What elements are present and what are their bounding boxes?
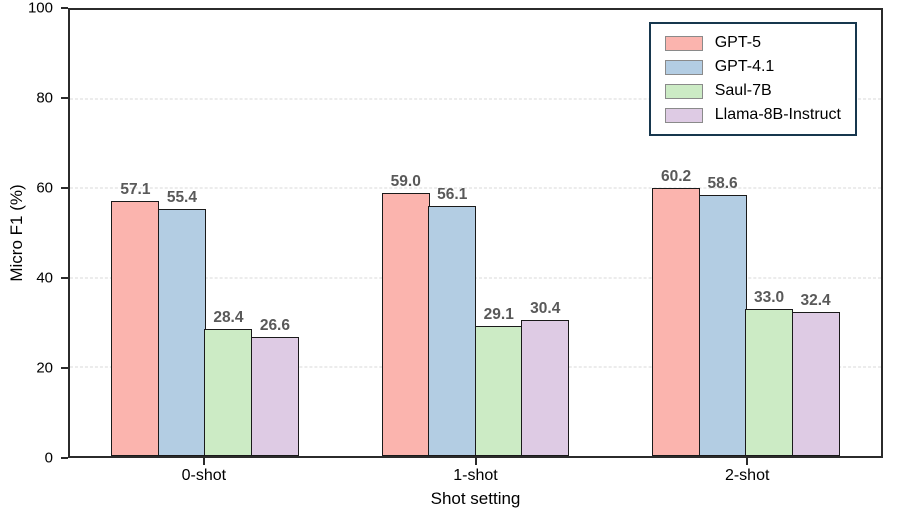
- legend-label: GPT-4.1: [714, 58, 775, 75]
- y-tick-mark: [61, 367, 68, 369]
- x-tick-col-0-shot: 0-shot: [68, 458, 340, 488]
- bar-value-label: 57.1: [120, 181, 151, 199]
- legend-swatch-saul-7b: [664, 83, 703, 99]
- y-tick-mark: [61, 277, 68, 279]
- bar-groups: 57.1 55.4 28.4 26.6 59.0 56.1 29.1 30.4 60.2 58.6…: [70, 10, 881, 456]
- legend-label: Llama-8B-Instruct: [714, 106, 841, 123]
- bar-value-label: 30.4: [530, 300, 561, 318]
- bar-GPT-5-2-shot: 60.2: [652, 168, 701, 456]
- legend-item: GPT-5: [664, 34, 841, 52]
- bar-Llama-8B-Instruct-1-shot: 30.4: [521, 300, 570, 456]
- bar-value-label: 32.4: [800, 291, 831, 309]
- x-axis-label: Shot setting: [430, 489, 521, 508]
- bar-group-2-shot: 60.2 58.6 33.0 32.4: [611, 10, 881, 456]
- y-tick-label-40: 40: [36, 269, 53, 287]
- bar-group-1-shot: 59.0 56.1 29.1 30.4: [340, 10, 610, 456]
- plot-area: 57.1 55.4 28.4 26.6 59.0 56.1 29.1 30.4 60.2 58.6…: [68, 8, 883, 458]
- y-axis-ticks: 0 20 40 60 80 100: [0, 0, 68, 467]
- x-tick-mark: [746, 458, 749, 465]
- bar-Llama-8B-Instruct-2-shot: 32.4: [791, 292, 840, 456]
- bar-Saul-7B-1-shot: 29.1: [474, 306, 523, 456]
- bar-GPT-4.1-0-shot: 55.4: [157, 189, 206, 456]
- x-tick-label-0-shot: 0-shot: [181, 467, 227, 484]
- bar-Llama-8B-Instruct-0-shot: 26.6: [250, 317, 299, 456]
- bar-Saul-7B-2-shot: 33.0: [745, 289, 794, 456]
- legend-item: Saul-7B: [664, 82, 841, 100]
- legend-swatch-llama-8b-instruct: [664, 107, 703, 123]
- y-tick-label-20: 20: [36, 359, 53, 377]
- legend-label: GPT-5: [714, 34, 761, 51]
- y-tick-mark: [61, 97, 68, 99]
- y-tick-mark: [61, 7, 68, 9]
- bar-group-0-shot: 57.1 55.4 28.4 26.6: [70, 10, 340, 456]
- x-tick-mark: [474, 458, 477, 465]
- legend-swatch-gpt-5: [664, 35, 703, 51]
- x-tick-mark: [202, 458, 205, 465]
- bar-value-label: 59.0: [390, 172, 421, 190]
- bar-value-label: 55.4: [166, 188, 197, 206]
- bar-value-label: 26.6: [259, 317, 290, 335]
- gridline-60: [70, 187, 881, 189]
- y-tick-label-0: 0: [44, 449, 53, 467]
- bar-GPT-5-0-shot: 57.1: [111, 181, 160, 456]
- y-tick-label-80: 80: [36, 89, 53, 107]
- legend-swatch-gpt-4-1: [664, 59, 703, 75]
- legend-label: Saul-7B: [714, 82, 772, 99]
- y-tick-label-60: 60: [36, 179, 53, 197]
- x-axis-ticks: 0-shot 1-shot 2-shot: [68, 458, 883, 488]
- bar-value-label: 58.6: [707, 174, 738, 192]
- bar-value-label: 33.0: [753, 288, 785, 306]
- bar-GPT-4.1-2-shot: 58.6: [698, 175, 747, 456]
- legend-item: GPT-4.1: [664, 58, 841, 76]
- x-tick-col-2-shot: 2-shot: [611, 458, 883, 488]
- y-tick-label-100: 100: [27, 0, 53, 17]
- y-tick-mark: [61, 457, 68, 459]
- legend: GPT-5 GPT-4.1 Saul-7B Llama-8B-Instruct: [648, 22, 857, 136]
- x-tick-label-2-shot: 2-shot: [724, 467, 770, 484]
- bar-value-label: 56.1: [437, 185, 468, 203]
- bar-GPT-4.1-1-shot: 56.1: [428, 186, 477, 456]
- y-tick-mark: [61, 187, 68, 189]
- gridline-80: [70, 98, 881, 100]
- bar-value-label: 29.1: [483, 306, 514, 324]
- bar-value-label: 28.4: [213, 309, 244, 327]
- legend-item: Llama-8B-Instruct: [664, 106, 841, 124]
- bar-GPT-5-1-shot: 59.0: [381, 173, 430, 456]
- bar-Saul-7B-0-shot: 28.4: [204, 309, 253, 456]
- x-tick-label-1-shot: 1-shot: [453, 467, 498, 484]
- bar-value-label: 60.2: [660, 167, 692, 185]
- x-tick-col-1-shot: 1-shot: [340, 458, 612, 488]
